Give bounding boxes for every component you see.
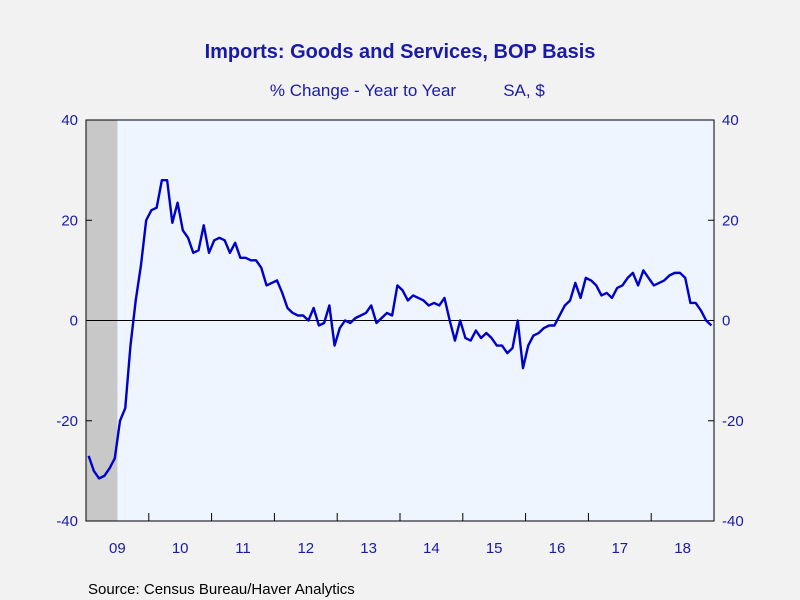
x-tick-label: 13 <box>360 540 377 557</box>
axis-labels: 40 40 20 20 0 0 -20 -20 -40 -40 09 10 11 12 13 14 15 16 17… <box>56 112 743 557</box>
x-tick-label: 17 <box>611 540 628 557</box>
y-tick-label-left: 20 <box>61 212 78 229</box>
x-tick-label: 16 <box>549 540 566 557</box>
plot-frame <box>85 119 715 522</box>
y-tick-label-right: 0 <box>722 313 730 330</box>
y-tick-label-right: -40 <box>722 513 744 530</box>
source-note: Source: Census Bureau/Haver Analytics <box>88 581 355 598</box>
y-tick-label-right: 40 <box>722 112 739 129</box>
x-tick-label: 11 <box>235 540 251 557</box>
chart-title: Imports: Goods and Services, BOP Basis <box>205 41 596 63</box>
axis-ticks <box>86 119 714 522</box>
x-tick-label: 18 <box>674 540 691 557</box>
y-tick-label-left: -20 <box>56 413 78 430</box>
y-tick-label-right: -20 <box>722 413 744 430</box>
x-tick-label: 10 <box>172 540 189 557</box>
chart-subtitle: % Change - Year to Year <box>270 81 457 100</box>
y-tick-label-right: 20 <box>722 212 739 229</box>
y-tick-label-left: 0 <box>70 313 78 330</box>
chart-units: SA, $ <box>503 81 545 100</box>
x-tick-label: 15 <box>486 540 503 557</box>
y-tick-label-left: -40 <box>56 513 78 530</box>
series-line <box>87 178 713 480</box>
x-tick-label: 09 <box>109 540 126 557</box>
x-tick-label: 14 <box>423 540 440 557</box>
y-tick-label-left: 40 <box>61 112 78 129</box>
x-tick-label: 12 <box>297 540 314 557</box>
